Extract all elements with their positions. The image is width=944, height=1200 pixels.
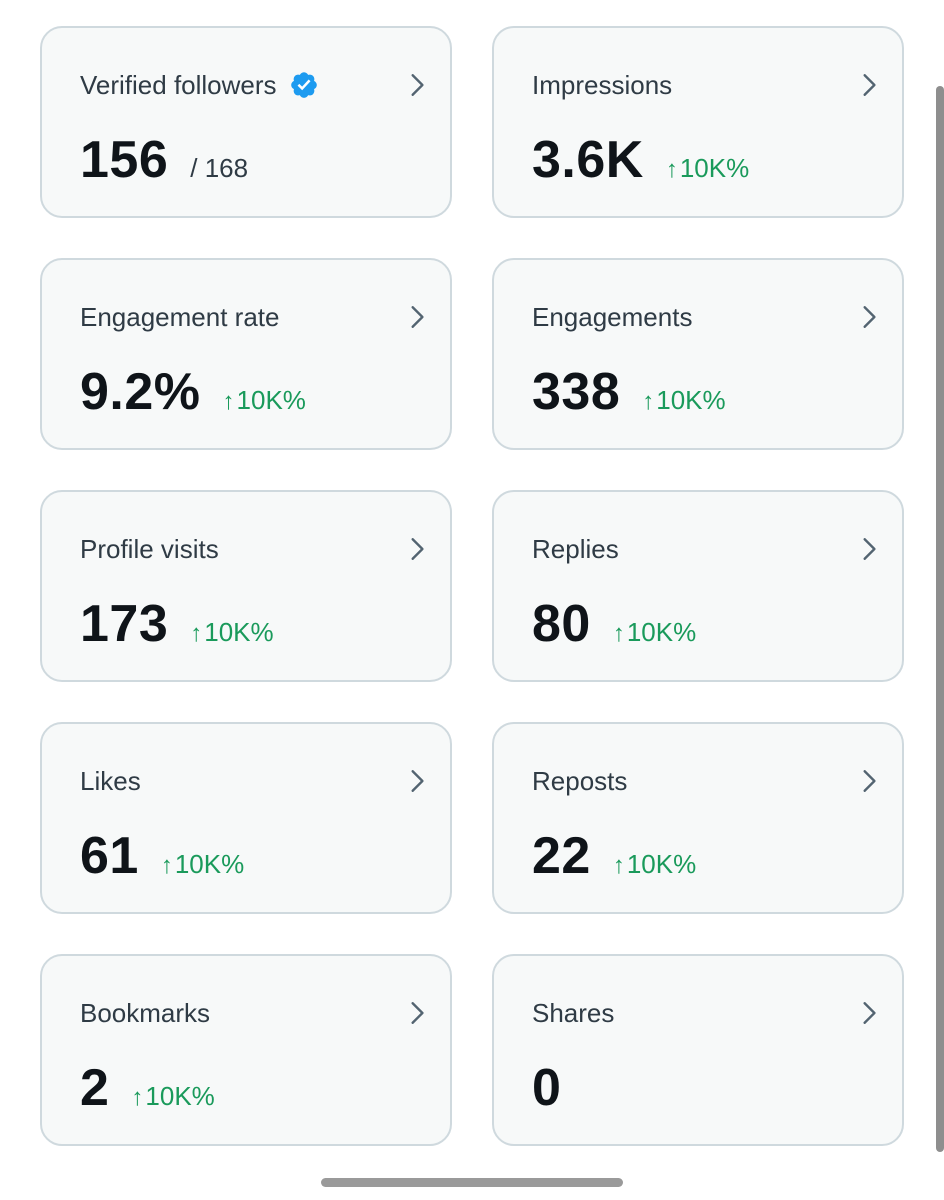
metric-delta: ↑ 10K%	[190, 617, 273, 648]
metric-value-row: 61 ↑ 10K%	[80, 828, 244, 884]
arrow-up-icon: ↑	[665, 156, 678, 183]
metric-title-label: Likes	[80, 766, 141, 796]
chevron-right-icon	[411, 74, 424, 96]
metric-value: 3.6K	[532, 131, 644, 189]
metric-delta: ↑ 10K%	[666, 153, 749, 184]
metric-value-row: 2 ↑ 10K%	[80, 1060, 215, 1116]
metric-value-row: 156 / 168	[80, 132, 248, 188]
metric-value: 173	[80, 595, 169, 653]
metric-delta: ↑ 10K%	[223, 385, 306, 416]
metric-title-label: Engagements	[532, 302, 693, 332]
metric-value: 338	[532, 363, 621, 421]
scrollbar[interactable]	[936, 86, 944, 1152]
metric-title: Impressions	[532, 70, 672, 100]
metric-title-label: Engagement rate	[80, 302, 280, 332]
metric-delta-value: 10K%	[656, 385, 726, 415]
arrow-up-icon: ↑	[612, 620, 625, 647]
metric-title: Reposts	[532, 766, 627, 796]
metric-delta: ↑ 10K%	[642, 385, 725, 416]
metric-delta-value: 10K%	[174, 849, 245, 879]
arrow-up-icon: ↑	[642, 388, 655, 415]
arrow-up-icon: ↑	[160, 852, 173, 879]
metric-delta-value: 10K%	[204, 617, 274, 647]
metric-card-impressions[interactable]: Impressions 3.6K ↑ 10K%	[492, 26, 904, 218]
metric-value-row: 9.2% ↑ 10K%	[80, 364, 306, 420]
metric-value: 2	[80, 1059, 110, 1117]
metric-card-verified-followers[interactable]: Verified followers 156 / 168	[40, 26, 452, 218]
metric-title: Engagement rate	[80, 302, 279, 332]
metric-card-replies[interactable]: Replies 80 ↑ 10K%	[492, 490, 904, 682]
metric-delta-value: 10K%	[626, 617, 697, 647]
metric-card-engagements[interactable]: Engagements 338 ↑ 10K%	[492, 258, 904, 450]
chevron-right-icon	[863, 538, 876, 560]
metric-delta-value: 10K%	[679, 153, 750, 183]
metric-title-label: Shares	[532, 998, 615, 1028]
metric-value-row: 338 ↑ 10K%	[532, 364, 726, 420]
metric-value: 61	[80, 827, 139, 885]
metric-title: Bookmarks	[80, 998, 210, 1028]
metric-card-engagement-rate[interactable]: Engagement rate 9.2% ↑ 10K%	[40, 258, 452, 450]
chevron-right-icon	[411, 538, 424, 560]
chevron-right-icon	[411, 770, 424, 792]
metric-value: 0	[532, 1059, 562, 1117]
arrow-up-icon: ↑	[222, 388, 235, 415]
metric-title: Profile visits	[80, 534, 219, 564]
metric-delta: ↑ 10K%	[613, 849, 696, 880]
metric-title: Verified followers	[80, 70, 319, 100]
metric-card-reposts[interactable]: Reposts 22 ↑ 10K%	[492, 722, 904, 914]
chevron-right-icon	[411, 1002, 424, 1024]
metric-title-label: Profile visits	[80, 534, 219, 564]
metric-total: / 168	[190, 153, 249, 183]
metric-delta-value: 10K%	[236, 385, 306, 415]
metric-title: Engagements	[532, 302, 692, 332]
metric-value: 156	[80, 131, 169, 189]
metric-delta-value: 10K%	[145, 1081, 215, 1111]
chevron-right-icon	[863, 306, 876, 328]
chevron-right-icon	[863, 770, 876, 792]
metric-card-likes[interactable]: Likes 61 ↑ 10K%	[40, 722, 452, 914]
arrow-up-icon: ↑	[190, 620, 203, 647]
metric-value-row: 22 ↑ 10K%	[532, 828, 696, 884]
verified-badge-icon	[290, 72, 317, 98]
chevron-right-icon	[863, 74, 876, 96]
metric-card-shares[interactable]: Shares 0	[492, 954, 904, 1146]
metric-delta-value: 10K%	[626, 849, 697, 879]
metric-delta: ↑ 10K%	[161, 849, 244, 880]
metric-title-label: Bookmarks	[80, 998, 211, 1028]
metric-title: Shares	[532, 998, 614, 1028]
metric-value: 22	[532, 827, 591, 885]
metric-title-label: Reposts	[532, 766, 628, 796]
metric-title-label: Verified followers	[80, 70, 277, 100]
metric-title-label: Replies	[532, 534, 619, 564]
metric-card-profile-visits[interactable]: Profile visits 173 ↑ 10K%	[40, 490, 452, 682]
metric-value-row: 80 ↑ 10K%	[532, 596, 696, 652]
metric-title: Likes	[80, 766, 141, 796]
metric-delta: ↑ 10K%	[131, 1081, 214, 1112]
metric-title: Replies	[532, 534, 619, 564]
metric-value: 9.2%	[80, 363, 201, 421]
metric-title-label: Impressions	[532, 70, 673, 100]
metric-card-bookmarks[interactable]: Bookmarks 2 ↑ 10K%	[40, 954, 452, 1146]
metric-value: 80	[532, 595, 591, 653]
metric-value-row: 3.6K ↑ 10K%	[532, 132, 749, 188]
metric-delta: ↑ 10K%	[613, 617, 696, 648]
metrics-grid: Verified followers 156 / 168 Impressions	[40, 26, 904, 1146]
chevron-right-icon	[411, 306, 424, 328]
home-indicator[interactable]	[321, 1178, 623, 1187]
arrow-up-icon: ↑	[131, 1084, 144, 1111]
metric-value-row: 173 ↑ 10K%	[80, 596, 274, 652]
metric-value-row: 0	[532, 1060, 561, 1116]
chevron-right-icon	[863, 1002, 876, 1024]
arrow-up-icon: ↑	[612, 852, 625, 879]
